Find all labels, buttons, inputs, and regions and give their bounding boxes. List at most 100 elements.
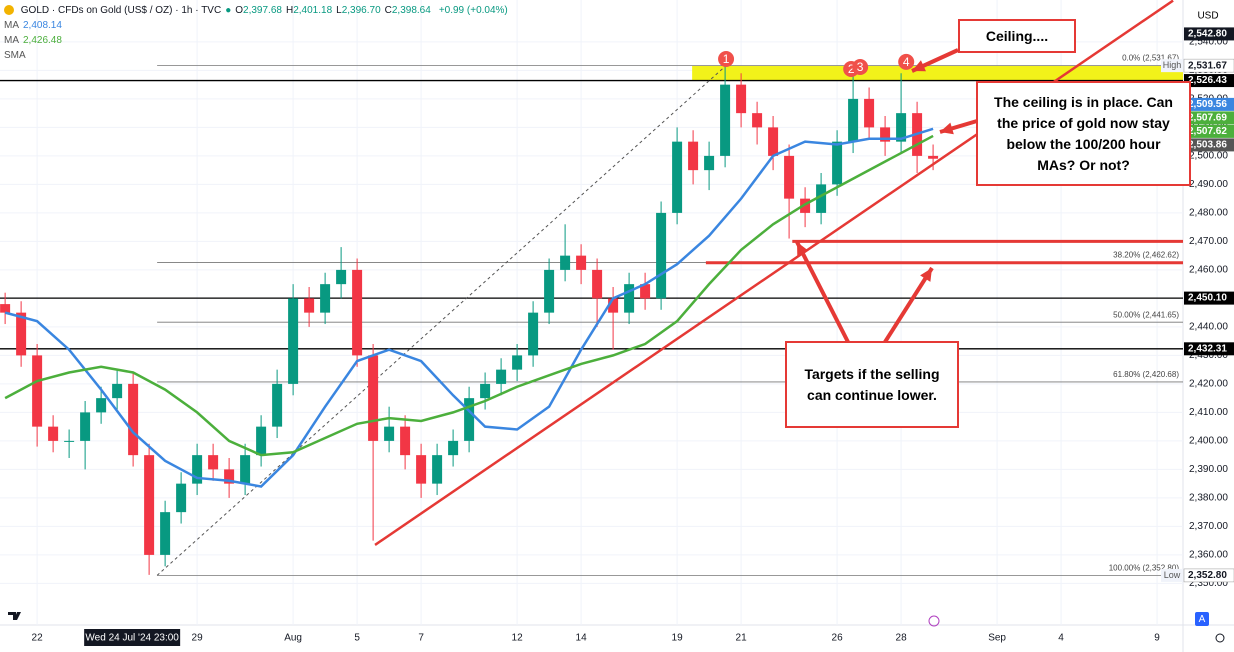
peak-marker-label: 4 — [903, 55, 910, 69]
arrow-head — [940, 122, 954, 135]
candle-body — [112, 383, 123, 399]
candle-body — [128, 383, 139, 456]
candle-body — [512, 355, 523, 370]
ohlc-value: 2,396.70 — [341, 5, 381, 16]
price-label — [1184, 138, 1234, 152]
indicator-name: SMA — [4, 50, 26, 61]
moving-average — [4, 134, 934, 457]
candle-body — [352, 269, 363, 356]
candle-body — [208, 455, 219, 470]
candle-body — [560, 255, 571, 270]
ohlc-key: H — [285, 5, 294, 16]
y-tick-label: 2,440.00 — [1189, 322, 1228, 333]
fib-label: 61.80% (2,420.68) — [1113, 370, 1179, 379]
candle-body — [464, 398, 475, 441]
settings-button[interactable] — [1215, 633, 1225, 643]
y-tick-label: 2,460.00 — [1189, 265, 1228, 276]
indicator-value: 2,408.14 — [23, 20, 62, 31]
x-tick-label: 12 — [512, 633, 524, 644]
candle-body — [96, 398, 107, 413]
crosshair-label — [84, 629, 181, 646]
peak-marker — [898, 53, 915, 70]
price-label-text: 2,352.80 — [1188, 570, 1227, 581]
x-tick-label: 22 — [32, 633, 44, 644]
candle-body — [592, 269, 603, 299]
y-tick-label: 2,500.00 — [1189, 151, 1228, 162]
price-tag-text: Low — [1164, 570, 1181, 580]
candle-body — [192, 455, 203, 484]
candle-body — [624, 284, 635, 313]
question-note: The ceiling is in place. Can the price o… — [976, 81, 1191, 186]
price-tag — [1161, 568, 1183, 582]
x-tick-label: 9 — [1154, 633, 1160, 644]
candle-body — [832, 141, 843, 185]
price-label — [1184, 291, 1234, 305]
price-label — [1184, 124, 1234, 138]
price-label — [1184, 342, 1234, 356]
alert-icon[interactable] — [928, 615, 940, 627]
ceiling-note: Ceiling.... — [958, 19, 1076, 53]
auto-scale-button[interactable] — [1195, 612, 1209, 626]
y-tick-label: 2,390.00 — [1189, 464, 1228, 475]
ohlc-value: 2,398.64 — [391, 5, 431, 16]
peak-marker-label: 3 — [857, 60, 864, 74]
candle-body — [704, 155, 715, 171]
candle-body — [544, 269, 555, 313]
candle-body — [416, 455, 427, 484]
symbol-icon — [4, 5, 14, 16]
candle-body — [160, 512, 171, 555]
price-tag — [1161, 59, 1183, 73]
x-tick-label: Sep — [988, 633, 1006, 644]
candle-body — [480, 383, 491, 399]
crosshair-label-text: Wed 24 Jul '24 23:00 — [85, 633, 179, 644]
status-dot: ● — [225, 5, 232, 16]
candle-body — [752, 113, 763, 128]
candle-body — [176, 483, 187, 513]
price-label-text: 2,503.86 — [1188, 140, 1227, 151]
moving-average — [4, 127, 934, 488]
indicator-row[interactable]: MA 2,408.14 — [4, 18, 512, 33]
candle-body — [448, 440, 459, 456]
peak-marker-label: 2 — [848, 62, 855, 76]
candle-body — [784, 155, 795, 199]
currency[interactable]: USD — [1197, 11, 1218, 22]
candle-body — [896, 113, 907, 142]
y-tick-label: 2,410.00 — [1189, 407, 1228, 418]
arrow — [795, 241, 850, 343]
candle-body — [656, 212, 667, 299]
candle-body — [640, 284, 651, 299]
x-tick-label: 21 — [736, 633, 748, 644]
price-label — [1183, 58, 1234, 73]
legend: GOLD · CFDs on Gold (US$ / OZ) · 1h · TV… — [4, 3, 512, 63]
y-tick-label: 2,380.00 — [1189, 493, 1228, 504]
x-tick-label: 26 — [832, 633, 844, 644]
y-tick-label: 2,470.00 — [1189, 236, 1228, 247]
price-label — [1183, 568, 1234, 583]
candle-body — [240, 455, 251, 484]
x-tick-label: 5 — [354, 633, 360, 644]
price-label-text: 2,450.10 — [1188, 293, 1227, 304]
symbol[interactable]: GOLD · CFDs on Gold (US$ / OZ) · 1h · TV… — [20, 5, 222, 16]
candle-body — [768, 127, 779, 156]
x-tick-label: 19 — [672, 633, 684, 644]
candle-body — [496, 369, 507, 384]
peak-marker — [718, 50, 735, 67]
indicator-row[interactable]: MA 2,426.48 — [4, 33, 512, 48]
fib-label: 50.00% (2,441.65) — [1113, 310, 1179, 319]
price-label-text: 2,542.80 — [1188, 29, 1227, 40]
candle-body — [720, 84, 731, 156]
price-label — [1184, 27, 1234, 41]
candle-body — [320, 284, 331, 313]
price-label — [1184, 97, 1234, 111]
candle-body — [608, 298, 619, 313]
candle-body — [688, 141, 699, 171]
ohlc-key: C — [384, 5, 392, 16]
y-tick-label: 2,370.00 — [1189, 521, 1228, 532]
auto-scale-label: A — [1199, 614, 1206, 625]
indicator-row[interactable]: SMA — [4, 48, 512, 63]
y-tick-label: 2,420.00 — [1189, 379, 1228, 390]
candle-body — [672, 141, 683, 213]
candle-body — [32, 355, 43, 427]
arrow-head — [797, 242, 809, 256]
x-tick-label: 4 — [1058, 633, 1064, 644]
